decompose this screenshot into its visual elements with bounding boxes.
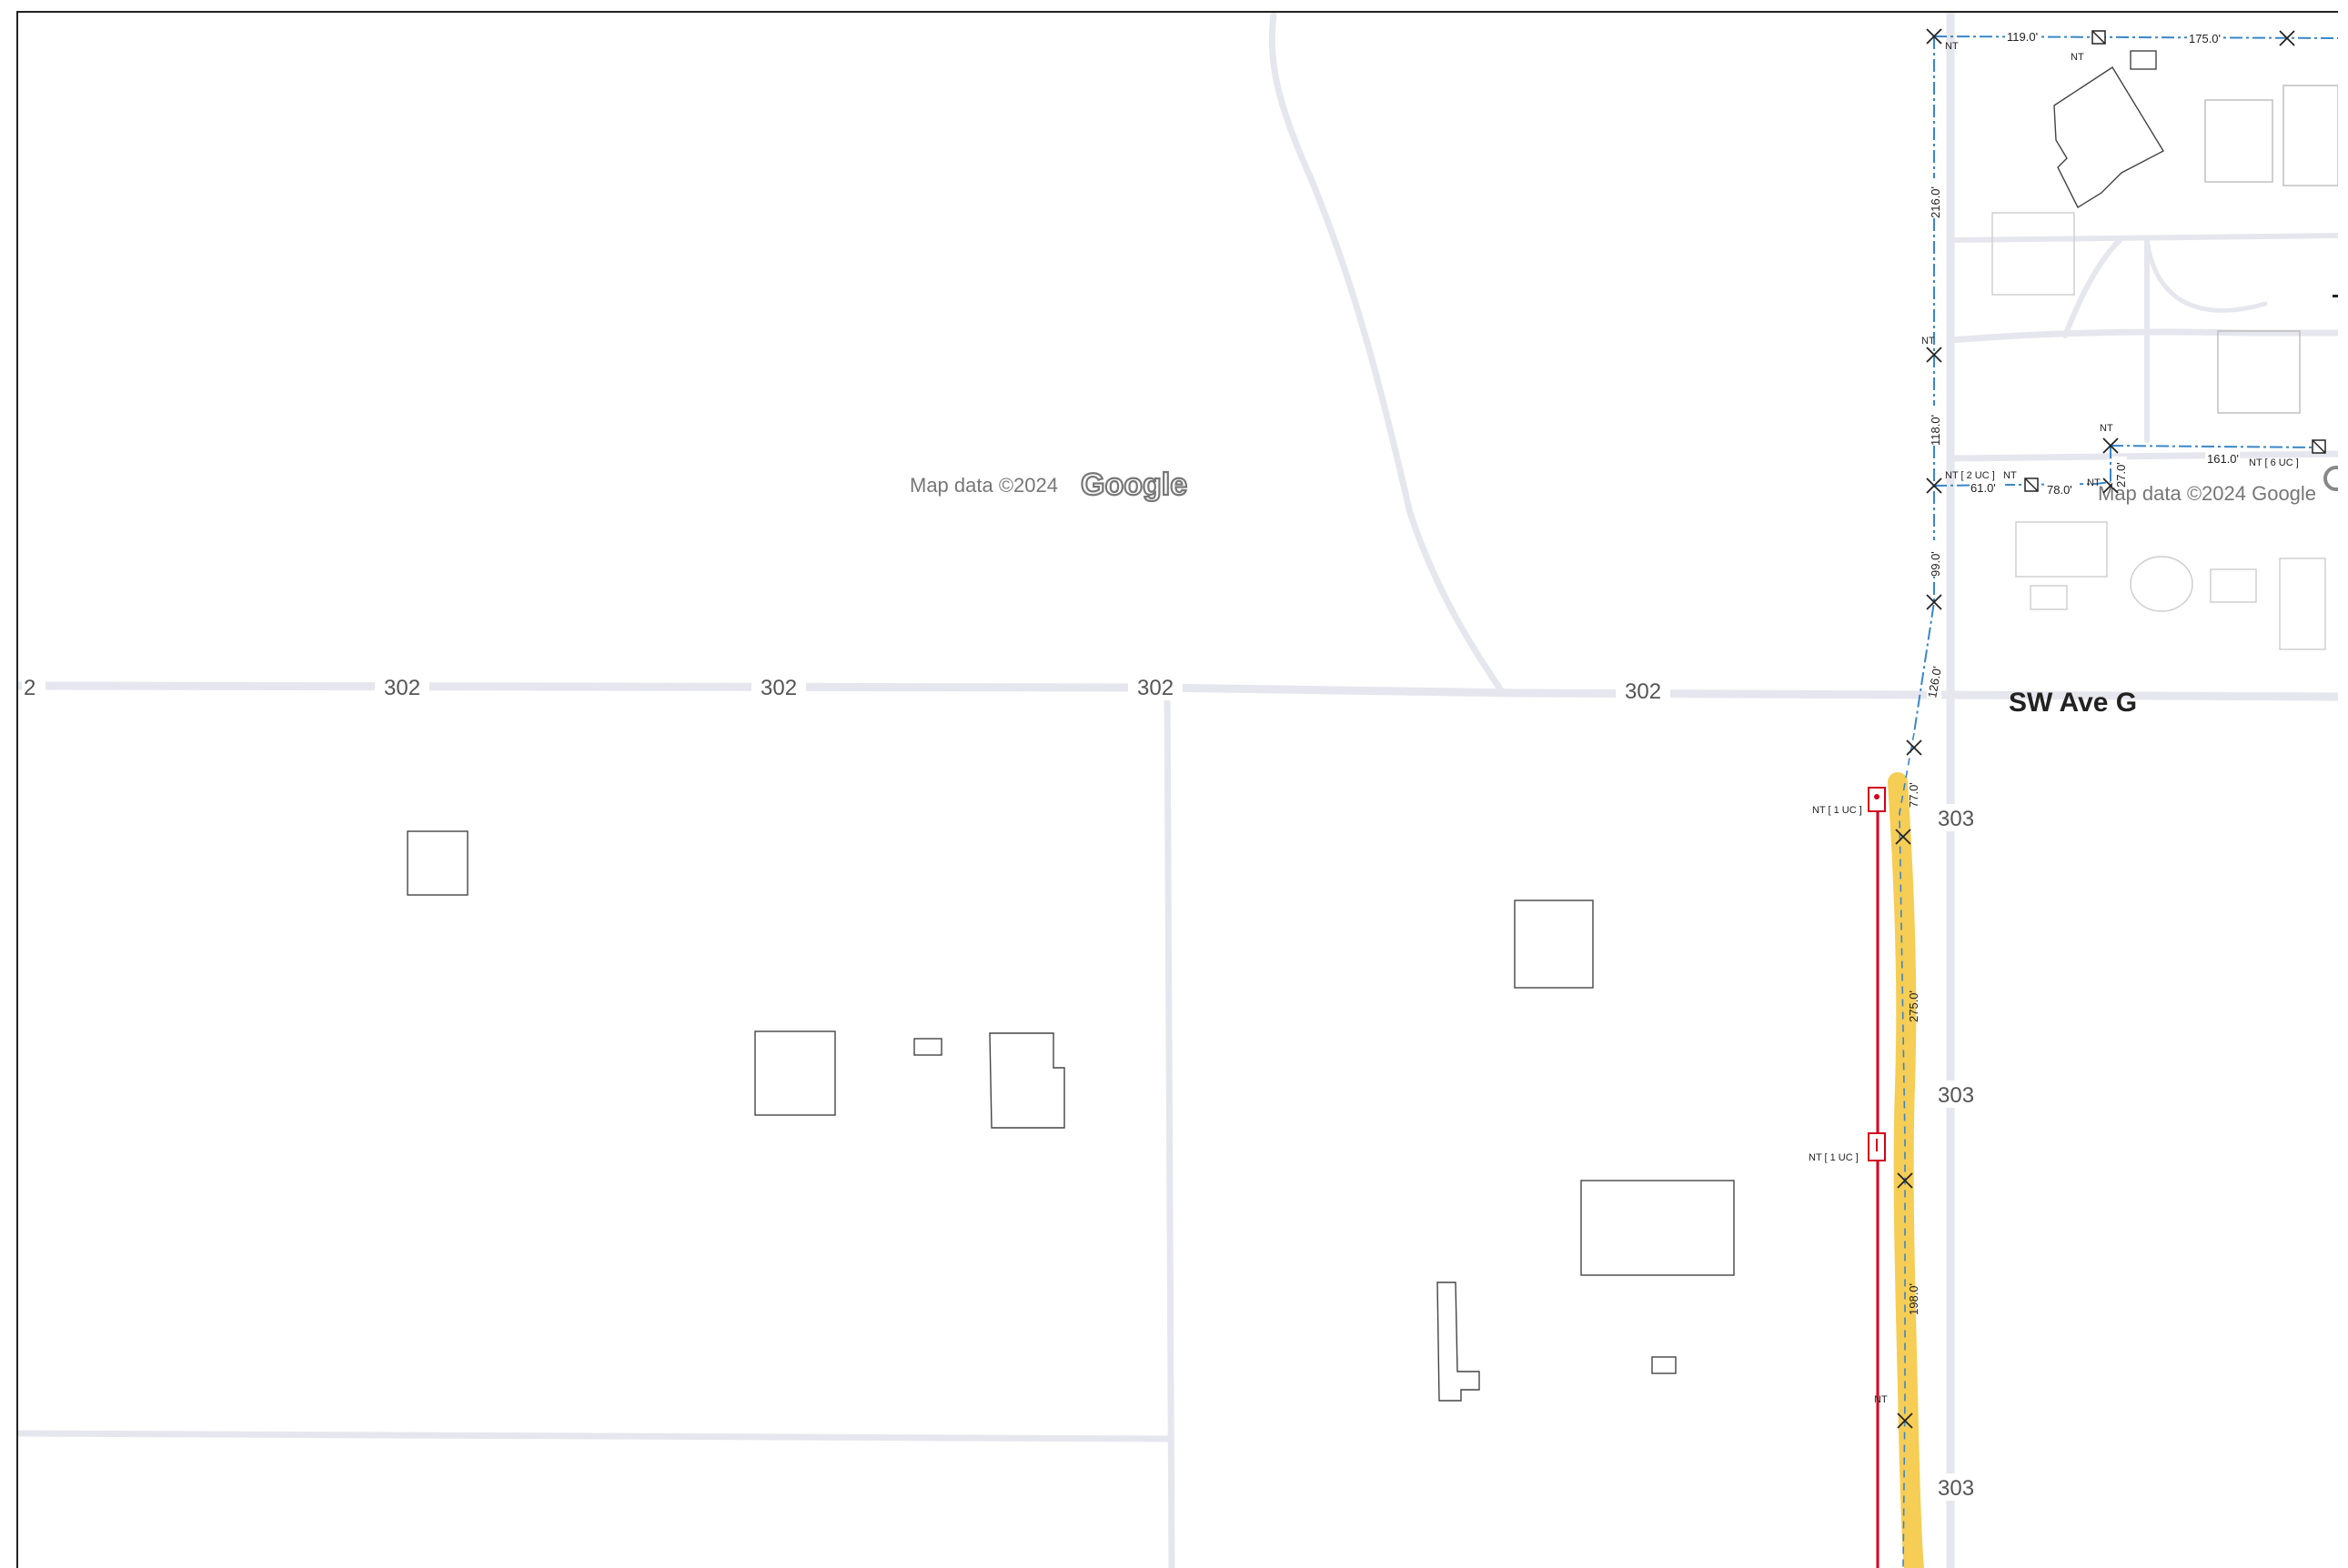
span-length-label: 275.0' — [1907, 990, 1920, 1022]
building — [2210, 568, 2257, 603]
building — [1514, 900, 1594, 989]
span-length-label: 27.0' — [2114, 462, 2128, 487]
map-view[interactable]: 2 302 302 302 302 303 303 303 SW Ave G M… — [16, 11, 2338, 1568]
pole-markers — [1895, 28, 2295, 1429]
pole-square-icon — [2091, 30, 2106, 45]
building — [1436, 1282, 1480, 1402]
building — [754, 1030, 836, 1116]
pole-x-icon — [1897, 1412, 1913, 1429]
span-length-label: 198.0' — [1907, 1283, 1920, 1315]
span-length-label: 216.0' — [1929, 186, 1942, 218]
pole-x-icon — [1926, 347, 1942, 363]
pole-x-icon — [1895, 829, 1911, 845]
pole-x-icon — [1897, 1172, 1913, 1189]
street-label: SW Ave G — [2009, 688, 2137, 718]
span-length-label: 118.0' — [1929, 415, 1942, 446]
pole-square-icon — [2024, 477, 2039, 492]
road-vertical-mid — [1164, 688, 1175, 1568]
google-logo: Google — [1081, 467, 1187, 502]
pole-square-icon — [2312, 439, 2326, 454]
road-lower-west — [18, 1430, 1173, 1442]
road-302-label: 2 — [24, 676, 35, 700]
span-labels: 119.0' 175.0' 216.0' 118.0' 61.0' 78.0' … — [1907, 29, 2240, 1315]
pole-x-icon — [2102, 437, 2119, 454]
pole-x-icon — [1926, 477, 1942, 494]
pole-x-icon — [1926, 594, 1942, 610]
road-303-labels: 303 303 303 — [1934, 804, 1980, 1501]
building — [1651, 1356, 1677, 1374]
span-length-label: 119.0' — [2007, 30, 2038, 44]
road-303-label: 303 — [1938, 1476, 1974, 1501]
road-east-b — [1947, 450, 2338, 462]
span-length-label: 175.0' — [2189, 32, 2221, 45]
road-east-c — [2062, 237, 2122, 338]
nt-label: NT — [1945, 41, 1959, 52]
building — [2130, 50, 2157, 70]
highlight-corridor — [1888, 772, 1924, 1568]
pole-x-icon — [2279, 30, 2295, 46]
span-length-label: 99.0' — [1929, 551, 1942, 577]
nt-label: NT — [1874, 1394, 1888, 1405]
span-length-label: 161.0' — [2207, 452, 2239, 466]
road-layer — [18, 13, 2338, 1568]
road-302-label: 302 — [384, 676, 420, 700]
span-length-label: 77.0' — [1907, 782, 1920, 808]
road-east-d — [2144, 237, 2268, 313]
road-303-label: 303 — [1938, 807, 1974, 831]
proposed-lines — [1913, 35, 2338, 734]
road-302-label: 302 — [1625, 679, 1661, 704]
nt-label: NT [ 2 UC ] — [1945, 470, 1995, 481]
map-attribution-right: Map data ©2024 Google — [2098, 482, 2316, 505]
span-length-label: 61.0' — [1970, 481, 1996, 495]
building — [2282, 85, 2338, 186]
transformer-markers — [1868, 787, 1886, 1161]
span-length-label: 126.0' — [1925, 665, 1944, 699]
building — [2053, 66, 2164, 208]
building — [1580, 1180, 1735, 1276]
nt-label: NT [ 1 UC ] — [1812, 805, 1862, 816]
nt-label: NT — [2071, 52, 2084, 63]
building — [2204, 99, 2273, 183]
transformer-icon — [1868, 787, 1886, 812]
nt-label: NT — [2003, 470, 2017, 481]
span-length-label: 78.0' — [2047, 483, 2072, 497]
road-curve-north — [1268, 13, 1505, 694]
road-302-label: 302 — [1137, 676, 1174, 700]
nt-label: NT — [2100, 423, 2113, 434]
pole-x-icon — [1926, 28, 1942, 45]
building-layer — [407, 50, 2338, 1402]
pole-square-markers — [2024, 30, 2326, 492]
building — [407, 830, 469, 896]
road-east-f — [1948, 233, 2338, 243]
building — [2217, 330, 2301, 414]
building — [2030, 585, 2068, 610]
dashed-line — [1899, 732, 1915, 1568]
nt-label: NT — [1921, 336, 1935, 347]
road-303-label: 303 — [1938, 1083, 1974, 1108]
building — [913, 1038, 942, 1056]
road-302-label: 302 — [761, 676, 797, 700]
nt-label: NT [ 6 UC ] — [2249, 457, 2299, 468]
building — [2279, 558, 2326, 650]
building — [1991, 212, 2075, 296]
pole-x-icon — [1906, 739, 1922, 756]
building — [989, 1032, 1065, 1129]
map-canvas[interactable]: 2 302 302 302 302 303 303 303 SW Ave G M… — [18, 13, 2338, 1568]
logo-fragment-icon — [2323, 466, 2338, 491]
road-east-a — [1947, 328, 2338, 344]
building — [2130, 556, 2193, 612]
building — [2015, 521, 2108, 578]
road-302-labels: 2 302 302 302 302 — [22, 673, 1670, 704]
nt-label: NT — [2087, 477, 2101, 488]
transformer-icon — [1868, 1132, 1886, 1161]
edge-tick — [2333, 295, 2338, 297]
nt-labels: NT NT NT NT [ 2 UC ] NT NT NT NT [ 6 UC … — [1809, 41, 2299, 1405]
map-attribution: Map data ©2024 — [910, 474, 1058, 497]
nt-label: NT [ 1 UC ] — [1809, 1152, 1859, 1163]
